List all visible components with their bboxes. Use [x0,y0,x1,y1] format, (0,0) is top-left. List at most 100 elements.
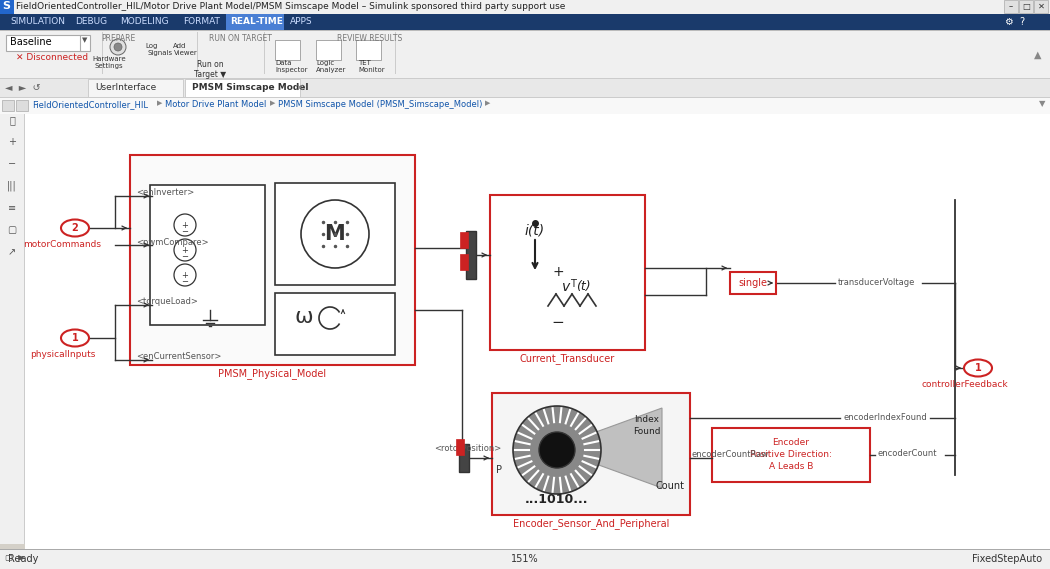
Text: FORMAT: FORMAT [183,17,219,26]
Text: ▲: ▲ [1034,50,1042,60]
Text: physicalInputs: physicalInputs [30,350,96,359]
Text: |||: ||| [7,181,17,191]
Text: □: □ [1022,2,1030,11]
Text: M: M [324,224,345,244]
Text: Index: Index [634,415,659,424]
Text: transducerVoltage: transducerVoltage [838,278,916,287]
Bar [185,79,300,97]
Text: UserInterface: UserInterface [94,83,156,92]
Bar [0,79,88,97]
Bar [356,40,381,60]
Text: <rotorPosition>: <rotorPosition> [434,444,501,453]
Bar [0,550,1050,569]
Text: ▼: ▼ [82,37,87,43]
Bar [0,0,14,14]
Text: SIMULATION: SIMULATION [10,17,65,26]
Text: v: v [562,280,570,294]
Text: 2: 2 [71,223,79,233]
Text: Signals: Signals [148,50,173,56]
Text: –: – [1009,2,1013,11]
Text: ✕: ✕ [1037,2,1045,11]
Bar [88,79,183,97]
Text: +: + [181,271,188,280]
Text: ⌕: ⌕ [9,115,15,125]
Bar [0,79,1050,97]
Bar [25,114,1050,549]
Circle shape [174,214,196,236]
Bar [226,14,284,30]
Text: PMSM Simscape Model: PMSM Simscape Model [192,83,309,92]
Text: Ready: Ready [8,554,39,564]
Bar [0,549,1050,550]
Bar [492,393,690,515]
Text: Data
Inspector: Data Inspector [275,60,308,73]
Text: ✕ Disconnected: ✕ Disconnected [16,53,88,62]
Text: motorCommands: motorCommands [23,240,101,249]
Circle shape [301,200,369,268]
Bar [16,100,28,111]
Bar [6,35,86,51]
Bar [466,231,476,279]
Text: PREPARE: PREPARE [101,34,135,43]
Text: 1: 1 [71,333,79,343]
Text: Logic
Analyzer: Logic Analyzer [316,60,347,73]
Text: T: T [570,279,575,289]
Text: encoderIndexFound: encoderIndexFound [843,413,927,422]
Text: ▶: ▶ [158,100,163,106]
Ellipse shape [61,220,89,237]
Text: +: + [181,221,188,230]
Text: Run on
Target ▼: Run on Target ▼ [194,60,226,80]
Text: ▶: ▶ [270,100,275,106]
Bar [1018,0,1033,13]
Bar [275,293,395,355]
Text: ⚙  ?: ⚙ ? [1005,17,1025,27]
Text: MODELING: MODELING [120,17,169,26]
Text: ▼: ▼ [1038,100,1045,109]
Circle shape [110,39,126,55]
Text: <torqueLoad>: <torqueLoad> [136,297,197,306]
Text: A Leads B: A Leads B [769,462,813,471]
Text: single: single [738,278,768,288]
Text: ▢  ▶: ▢ ▶ [5,553,24,562]
Text: +: + [181,246,188,255]
Text: TET
Monitor: TET Monitor [358,60,384,73]
Text: Found: Found [633,427,660,436]
Bar [0,14,1050,30]
Bar [0,98,1050,114]
Bar [0,30,1050,78]
Bar [0,0,1050,14]
Text: −: − [181,227,188,236]
Text: controllerFeedback: controllerFeedback [922,380,1008,389]
Bar [0,97,1050,98]
Text: encoderCountRaw: encoderCountRaw [692,450,770,459]
Text: Encoder_Sensor_And_Peripheral: Encoder_Sensor_And_Peripheral [512,518,669,529]
Bar [130,155,415,365]
Text: Viewer: Viewer [174,50,197,56]
Text: Encoder: Encoder [773,438,810,447]
Text: P: P [496,465,502,475]
Text: RUN ON TARGET: RUN ON TARGET [209,34,272,43]
Text: −: − [8,159,16,169]
Text: −: − [551,315,565,330]
Text: <pwmCompare>: <pwmCompare> [136,238,209,247]
Bar [275,183,395,285]
Bar [712,428,870,482]
Text: Log: Log [146,43,159,49]
Text: PMSM_Physical_Model: PMSM_Physical_Model [218,368,327,379]
Circle shape [114,43,122,51]
Text: Baseline: Baseline [10,37,51,47]
Text: Motor Drive Plant Model: Motor Drive Plant Model [165,100,267,109]
Text: encoderCount: encoderCount [877,449,937,458]
Text: ▢: ▢ [7,225,17,235]
Circle shape [539,432,575,468]
Text: REAL-TIME: REAL-TIME [230,17,282,26]
Text: ...1010...: ...1010... [525,493,589,506]
Text: DEBUG: DEBUG [75,17,107,26]
Bar [2,100,14,111]
Text: 151%: 151% [511,554,539,564]
Bar [0,78,1050,79]
Text: FixedStepAuto: FixedStepAuto [972,554,1042,564]
Bar [0,30,1050,31]
Bar [150,185,265,325]
Circle shape [174,264,196,286]
